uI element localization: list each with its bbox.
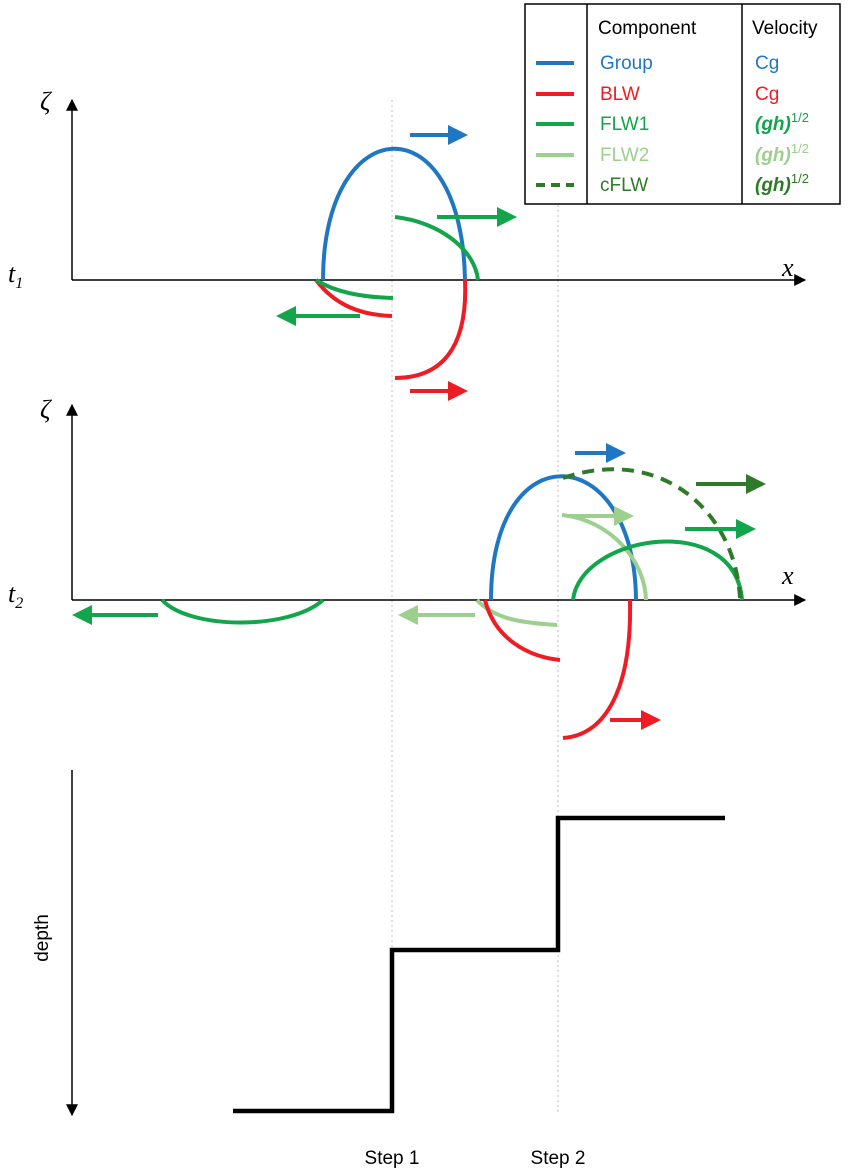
bathymetry-step-profile — [233, 815, 725, 1114]
t2-zeta-label: ζ — [40, 395, 52, 424]
legend-velocity-blw: Cg — [755, 84, 779, 105]
depth-axis-label: depth — [32, 914, 53, 962]
legend-velocity-cflw: (gh)1/2 — [755, 171, 809, 196]
legend-label-flw1: FLW1 — [600, 114, 649, 135]
t2-blw-short — [483, 599, 561, 662]
t1-flw1-forward — [394, 215, 480, 281]
t1-x-label: x — [781, 253, 794, 282]
depth-panel: depth Step 1 Step 2 — [32, 770, 725, 1169]
legend-header-velocity: Velocity — [752, 18, 818, 39]
t2-flw2-backward — [475, 598, 558, 627]
t1-flw1-backward — [314, 278, 394, 300]
t1-time-label: t1 — [8, 259, 23, 292]
legend-label-cflw: cFLW — [600, 175, 648, 196]
t1-group-envelope — [321, 146, 467, 281]
t2-time-label: t2 — [8, 579, 23, 612]
t2-flw2-forward — [561, 513, 648, 601]
t2-blw-long — [562, 599, 633, 740]
legend-velocity-group: Cg — [755, 53, 779, 74]
legend-label-flw2: FLW2 — [600, 145, 649, 166]
panel-t2: ζ x t2 — [8, 395, 807, 740]
t2-flw1-trough — [160, 598, 325, 625]
legend-frame — [524, 3, 841, 205]
legend-velocity-flw2: (gh)1/2 — [755, 141, 809, 166]
step1-label: Step 1 — [365, 1148, 420, 1169]
t1-blw-curve — [314, 278, 468, 380]
t2-cflw-dashed — [562, 467, 742, 599]
panel-t1: ζ x t1 — [8, 87, 807, 401]
legend: Component Velocity Group Cg BLW Cg FLW1 … — [524, 3, 841, 205]
step2-label: Step 2 — [531, 1148, 586, 1169]
legend-label-group: Group — [600, 53, 653, 74]
t2-flw1-forward — [571, 539, 744, 601]
t1-zeta-label: ζ — [40, 87, 52, 116]
legend-velocity-flw1: (gh)1/2 — [755, 110, 809, 135]
t2-x-label: x — [781, 561, 794, 590]
legend-label-blw: BLW — [600, 84, 640, 105]
legend-header-component: Component — [598, 18, 697, 39]
